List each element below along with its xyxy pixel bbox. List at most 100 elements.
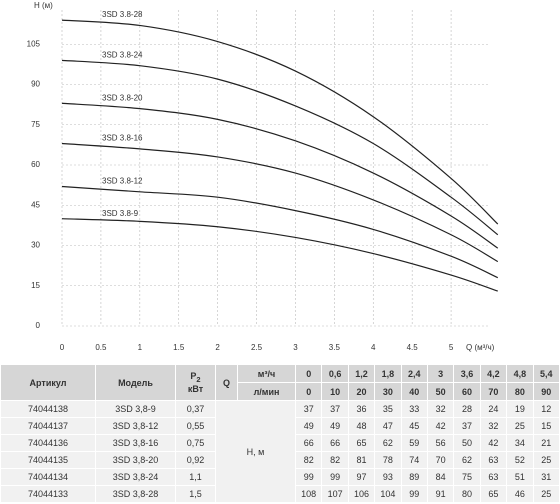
cell: 15: [532, 417, 560, 435]
cell: 62: [374, 434, 402, 452]
y-tick-label: 45: [31, 200, 40, 209]
cell: 25: [506, 417, 534, 435]
cell: 91: [426, 485, 455, 503]
cell: 52: [506, 451, 534, 469]
cell: 3SD 3,8-16: [95, 434, 176, 452]
curve-label: 3SD 3.8-28: [102, 10, 143, 19]
curve-label: 3SD 3.8-20: [102, 93, 143, 102]
cell: 1,5: [175, 485, 216, 503]
cell: 93: [374, 468, 402, 486]
header: л/мин: [237, 382, 296, 401]
x-tick-label: 0: [60, 343, 65, 352]
cell: 48: [347, 417, 376, 435]
cell: 0,6: [321, 364, 349, 383]
cell: 25: [532, 451, 560, 469]
cell: 81: [347, 451, 376, 469]
cell: 0,55: [175, 417, 216, 435]
cell: 78: [374, 451, 402, 469]
cell: 80: [453, 485, 481, 503]
cell: 36: [347, 400, 376, 418]
cell: 56: [426, 434, 455, 452]
cell: 40: [400, 382, 428, 401]
row: 74044138 3SD 3,8-9 0,37 Н, м 37 37 36 35 33 32 28 2…: [0, 400, 560, 503]
x-tick-label: 5: [449, 343, 454, 352]
cell: 0,75: [175, 434, 216, 452]
cell: 59: [400, 434, 428, 452]
spec-table: Артикул Модель P2 кВт Q м³/ч 0 0,6 1,2 1,8 2,4…: [0, 364, 560, 503]
cell: 25: [532, 485, 560, 503]
y-tick-label: 105: [27, 39, 41, 48]
pump-curve: [61, 102, 499, 249]
cell: 106: [347, 485, 376, 503]
cell: 3,6: [453, 364, 481, 383]
cell: 107: [321, 485, 349, 503]
cell: 21: [532, 434, 560, 452]
cell: 34: [506, 434, 534, 452]
cell: 74044133: [0, 485, 96, 503]
cell: 99: [294, 468, 323, 486]
cell: 74044134: [0, 468, 96, 486]
cell: 0,37: [175, 400, 216, 418]
cell: 4,8: [506, 364, 534, 383]
y-tick-label: 30: [31, 241, 40, 250]
cell: 75: [453, 468, 481, 486]
header: м³/ч: [237, 364, 296, 383]
cell: 66: [321, 434, 349, 452]
cell: 82: [294, 451, 323, 469]
cell: 51: [506, 468, 534, 486]
x-tick-label: 2: [215, 343, 220, 352]
y-tick-label: 90: [31, 80, 40, 89]
x-tick-label: 1.5: [173, 343, 185, 352]
pump-curve: [61, 59, 499, 236]
pump-curve: [61, 19, 499, 225]
cell: 33: [400, 400, 428, 418]
cell: 70: [426, 451, 455, 469]
x-tick-label: 4.5: [407, 343, 419, 352]
cell: 74044135: [0, 451, 96, 469]
cell: 35: [374, 400, 402, 418]
cell: 37: [321, 400, 349, 418]
curve-label: 3SD 3.8-12: [102, 177, 143, 186]
cell: 3: [426, 364, 455, 383]
cell: 97: [347, 468, 376, 486]
header: P2 кВт: [175, 364, 216, 401]
cell: 31: [532, 468, 560, 486]
cell: 2,4: [400, 364, 428, 383]
x-tick-label: 0.5: [95, 343, 107, 352]
cell: 10: [321, 382, 349, 401]
x-axis-label: Q (м³/ч): [466, 343, 495, 352]
pump-curve: [61, 185, 499, 279]
cell: 0,92: [175, 451, 216, 469]
pump-curve: [61, 142, 499, 263]
cell: 4,2: [479, 364, 508, 383]
cell: 24: [479, 400, 508, 418]
cell: 82: [321, 451, 349, 469]
cell: 32: [479, 417, 508, 435]
cell: 37: [453, 417, 481, 435]
y-tick-label: 75: [31, 120, 40, 129]
cell: 108: [294, 485, 323, 503]
x-tick-label: 2.5: [251, 343, 263, 352]
cell: 74044137: [0, 417, 96, 435]
row: 74044133 3SD 3,8-28 1,5 108 107 106 104 99 91 80 6…: [0, 485, 560, 503]
cell: 74044136: [0, 434, 96, 452]
cell: 32: [426, 400, 455, 418]
curve-label: 3SD 3.8-16: [102, 134, 143, 143]
cell: 63: [479, 468, 508, 486]
cell: 70: [479, 382, 508, 401]
cell: Н, м: [215, 400, 296, 503]
cell: 46: [506, 485, 534, 503]
x-tick-label: 1: [138, 343, 143, 352]
cell: 3SD 3,8-28: [95, 485, 176, 503]
cell: 74044138: [0, 400, 96, 418]
cell: 49: [321, 417, 349, 435]
cell: 20: [347, 382, 376, 401]
cell: 1,8: [374, 364, 402, 383]
cell: 50: [426, 382, 455, 401]
x-tick-label: 3: [293, 343, 298, 352]
header: 2: [196, 374, 201, 384]
curve-label: 3SD 3.8-9: [102, 209, 139, 218]
cell: 66: [294, 434, 323, 452]
header: кВт: [187, 383, 204, 394]
